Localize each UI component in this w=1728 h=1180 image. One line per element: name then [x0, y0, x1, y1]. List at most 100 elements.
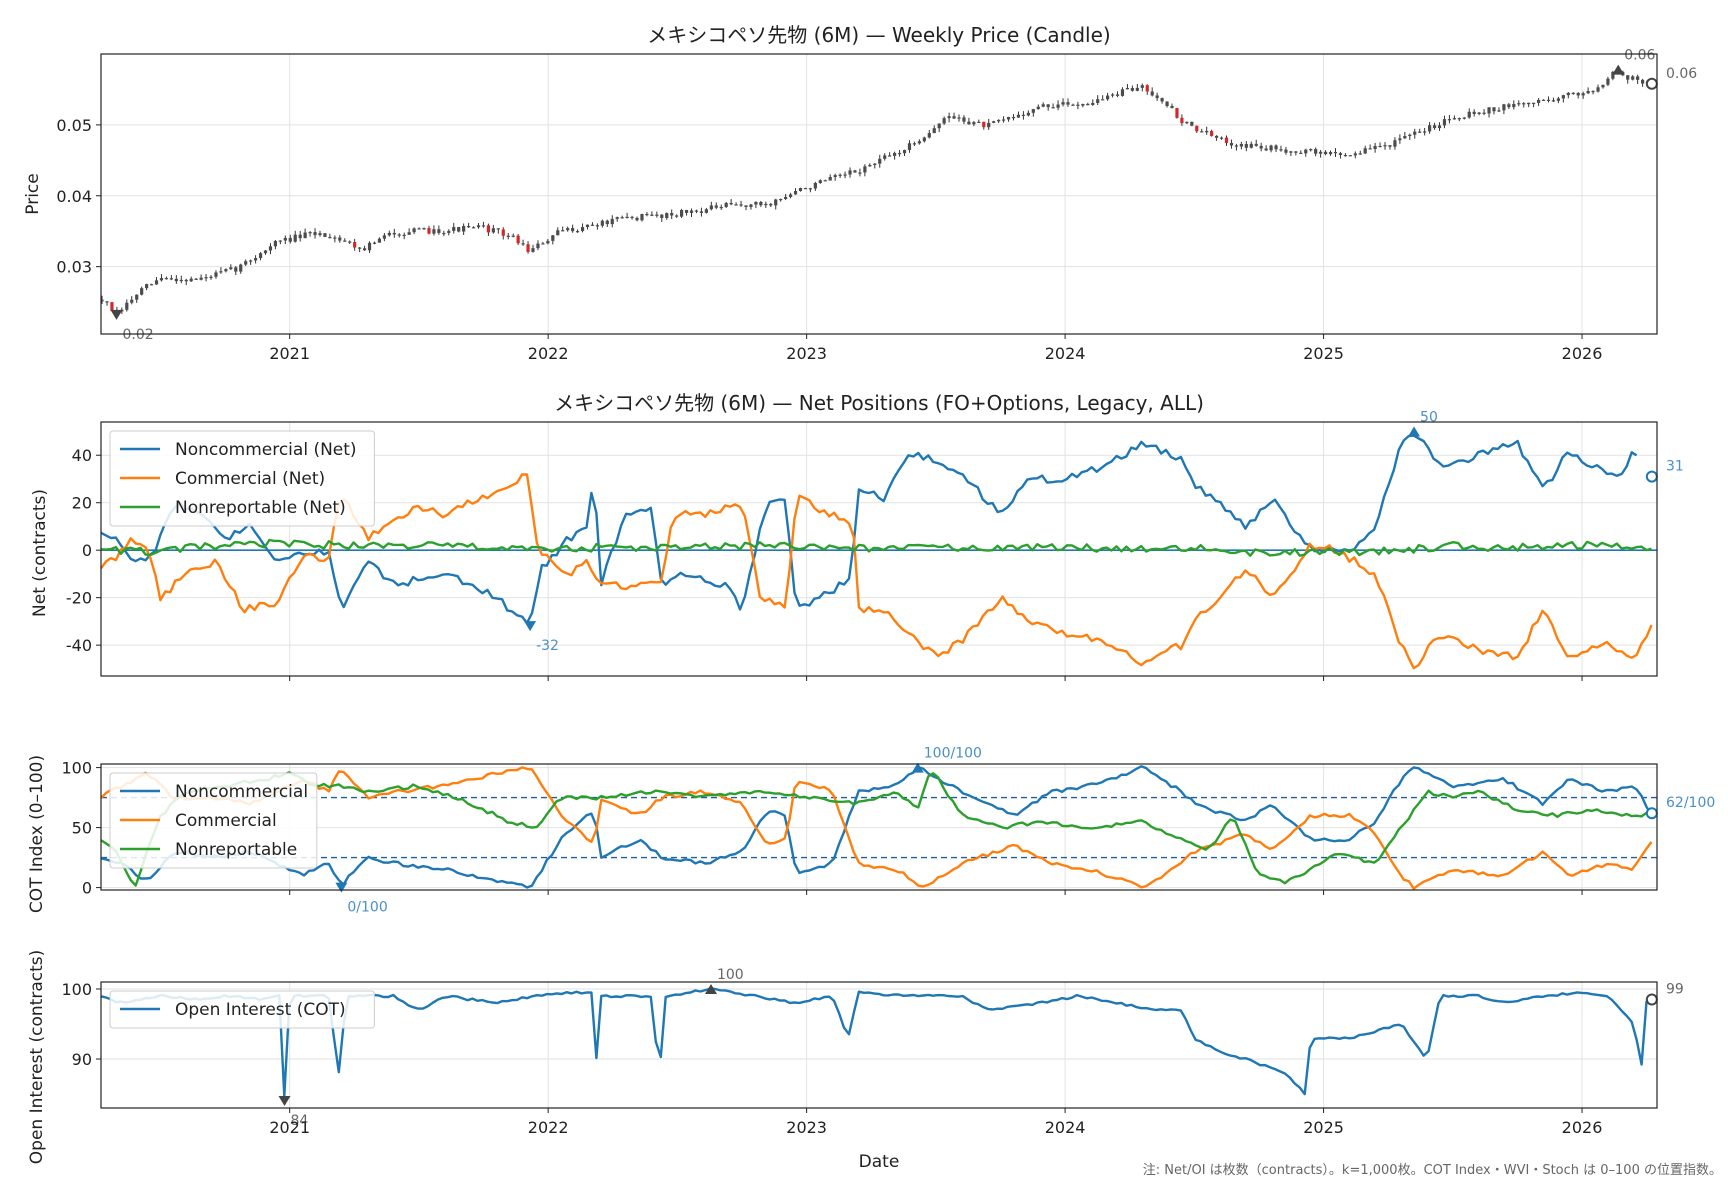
candle-body — [1437, 125, 1442, 129]
candle-body — [571, 228, 575, 232]
candle-body — [1482, 112, 1486, 114]
candle-body — [823, 180, 827, 182]
cot-axes-frame — [100, 763, 1658, 891]
candle-body — [645, 213, 649, 216]
candle-body — [224, 269, 228, 272]
candle-body — [110, 302, 114, 311]
y-tick-label: -40 — [66, 636, 92, 655]
candle-body — [1096, 99, 1100, 103]
candle-body — [551, 235, 555, 241]
candle-body — [680, 210, 684, 217]
candle-body — [541, 243, 545, 245]
cot-y-axis-label: COT Index (0–100) — [27, 755, 47, 913]
candle-body — [496, 228, 500, 230]
candle-body — [590, 224, 595, 226]
candle-body — [1522, 103, 1526, 105]
candle-body — [1066, 102, 1070, 105]
candle-body — [348, 241, 352, 243]
candle-body — [1284, 149, 1288, 153]
net-y-axis-label: Net (contracts) — [30, 489, 50, 617]
candle-body — [605, 220, 609, 225]
candle-body — [511, 235, 515, 237]
candle-body — [1462, 117, 1466, 119]
noncommercial-series-line — [100, 434, 1638, 625]
candle-body — [249, 260, 253, 262]
candle-body — [858, 172, 862, 174]
net-axes-frame — [100, 421, 1658, 677]
legend-label: Commercial (Net) — [175, 469, 325, 489]
candle-body — [977, 121, 981, 124]
y-tick-label: 100 — [61, 980, 92, 999]
candle-body — [878, 158, 882, 164]
annotation-label: 99 — [1666, 982, 1684, 998]
candle-body — [684, 210, 689, 213]
candle-body — [1442, 119, 1447, 126]
candle-body — [1457, 118, 1461, 120]
cot-series-lines — [100, 765, 1657, 890]
max-marker — [704, 984, 717, 994]
candle-body — [1269, 145, 1273, 151]
x-axis-label: Date — [859, 1152, 900, 1172]
candle-body — [452, 226, 456, 231]
candle-body — [952, 116, 956, 119]
candle-body — [699, 211, 704, 213]
candle-body — [1294, 151, 1298, 153]
candle-body — [130, 299, 134, 303]
x-tick-label: 2022 — [528, 344, 569, 363]
candle-body — [1289, 151, 1293, 153]
candle-body — [902, 149, 907, 154]
candle-body — [972, 122, 976, 125]
candle-body — [848, 170, 852, 175]
candle-body — [868, 164, 872, 167]
candle-body — [506, 235, 510, 237]
oi-annotations: 84 100 99 — [278, 967, 1684, 1129]
price-grid — [101, 54, 1657, 334]
candle-body — [927, 133, 931, 138]
candle-body — [298, 234, 302, 239]
candle-body — [476, 225, 481, 228]
candle-body — [1423, 131, 1427, 133]
candle-body — [338, 237, 342, 241]
cot-grid — [101, 764, 1657, 890]
candle-body — [1323, 151, 1328, 155]
candle-body — [1165, 101, 1169, 107]
annotation-label: 0.06 — [1666, 66, 1697, 82]
candle-body — [1120, 89, 1125, 96]
candle-body — [1551, 100, 1556, 102]
candle-body — [209, 276, 213, 278]
candle-body — [670, 213, 674, 216]
candle-body — [174, 278, 178, 282]
annotation-label: 0.06 — [1624, 48, 1655, 64]
candle-body — [1541, 99, 1546, 101]
candle-body — [1532, 102, 1536, 104]
oi-legend: Open Interest (COT) — [109, 990, 375, 1029]
candle-body — [575, 231, 580, 233]
candle-body — [407, 232, 411, 235]
candle-body — [1447, 119, 1452, 121]
x-tick-label: 2023 — [786, 344, 827, 363]
candle-body — [912, 143, 917, 145]
candle-body — [367, 242, 372, 251]
candle-body — [1170, 106, 1174, 109]
candle-body — [1051, 107, 1055, 109]
candle-body — [263, 250, 268, 254]
candle-body — [1239, 144, 1243, 147]
candle-body — [1497, 110, 1501, 112]
candle-body — [1110, 94, 1115, 96]
candle-body — [556, 230, 560, 236]
candle-body — [640, 213, 644, 221]
candle-body — [1319, 151, 1323, 154]
y-tick-label: -20 — [66, 589, 92, 608]
candle-body — [1631, 76, 1635, 80]
candle-body — [1299, 152, 1303, 154]
candle-body — [491, 228, 495, 233]
candle-body — [333, 237, 337, 239]
candle-body — [759, 201, 763, 206]
candle-body — [1190, 121, 1194, 126]
candle-body — [615, 217, 619, 219]
candle-body — [779, 199, 783, 201]
candle-body — [625, 216, 629, 219]
candle-body — [689, 210, 694, 213]
noncommercial-series-line — [100, 765, 1653, 889]
